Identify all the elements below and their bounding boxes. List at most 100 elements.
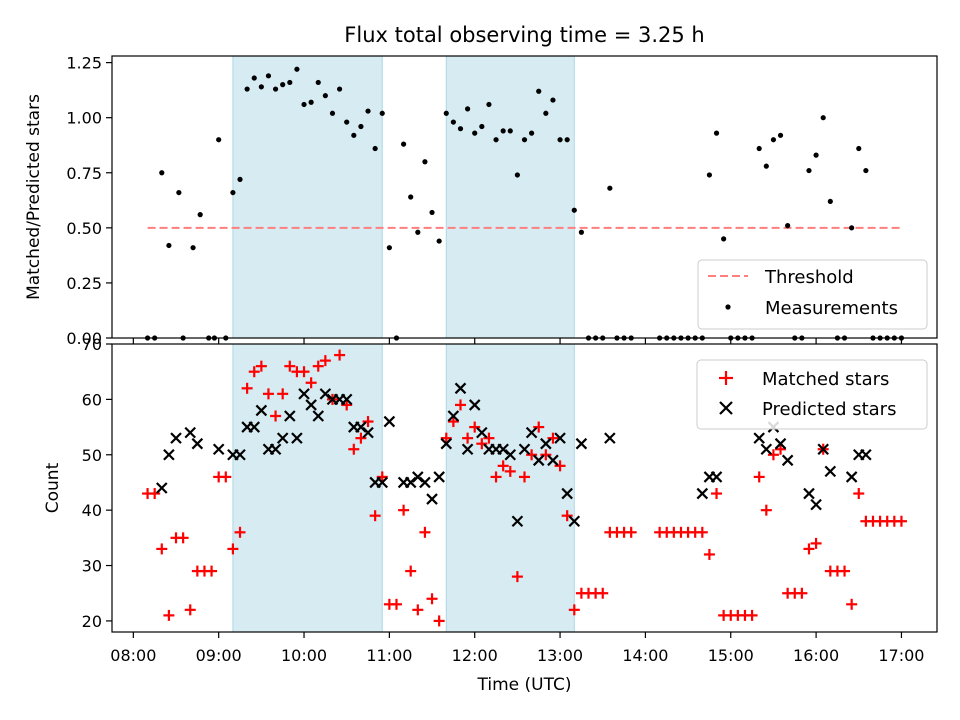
predicted-star-point — [774, 437, 787, 450]
predicted-star-point — [212, 443, 225, 456]
x-tick-label: 15:00 — [708, 646, 754, 665]
observing-window-1 — [232, 343, 383, 633]
predicted-star-point — [540, 437, 552, 450]
matched-star-point — [341, 399, 353, 411]
measurement-point — [436, 238, 442, 244]
matched-star-point — [369, 510, 381, 522]
measurement-point — [216, 137, 222, 143]
measurement-point — [785, 223, 791, 229]
predicted-star-point — [461, 443, 474, 456]
matched-star-point — [319, 355, 331, 367]
measurement-point — [166, 242, 172, 249]
predicted-star-point — [163, 448, 175, 461]
matched-star-point — [234, 526, 246, 538]
measurement-point — [386, 245, 392, 251]
legend-label-measurements: Measurements — [765, 298, 898, 319]
measurement-point — [197, 212, 203, 218]
matched-star-point — [540, 449, 552, 461]
matched-star-point — [405, 565, 417, 577]
plot-frame — [111, 343, 938, 633]
matched-star-point — [853, 488, 865, 500]
measurement-point — [429, 209, 435, 216]
matched-star-point — [490, 471, 502, 483]
matched-star-point — [753, 471, 765, 483]
matched-star-point — [526, 449, 538, 461]
measurement-point — [777, 132, 784, 138]
matched-star-point — [746, 609, 758, 621]
predicted-star-point — [305, 399, 317, 411]
matched-star-point — [262, 388, 274, 400]
measurement-point — [607, 185, 613, 191]
observing-window-2 — [445, 343, 575, 633]
predicted-star-point — [810, 498, 822, 511]
matched-star-point — [270, 410, 282, 422]
x-tick-label: 11:00 — [366, 646, 412, 665]
measurement-point — [550, 97, 556, 103]
matched-star-point — [376, 471, 388, 483]
x-axis-ticks — [132, 338, 903, 344]
predicted-star-point — [376, 476, 389, 489]
predicted-star-point — [440, 437, 453, 450]
matched-star-point — [504, 465, 516, 477]
matched-star-point — [220, 471, 232, 483]
predicted-star-point — [454, 382, 467, 395]
matched-star-point — [348, 443, 360, 455]
matched-star-point — [597, 587, 609, 599]
measurement-point — [265, 73, 272, 79]
matched-star-point — [469, 421, 481, 433]
measurement-point — [322, 93, 328, 99]
matched-star-point — [412, 604, 424, 616]
matched-star-point — [839, 565, 851, 577]
matched-star-point — [163, 609, 175, 621]
measurement-point — [763, 163, 769, 169]
matched-star-point — [711, 488, 723, 500]
y-tick-label: 1.25 — [66, 54, 102, 73]
x-tick-label: 12:00 — [452, 646, 498, 665]
x-tick-label: 17:00 — [878, 646, 924, 665]
predicted-star-point — [518, 443, 531, 456]
bottom-panel: 20 30 40 50 60 70 08:00 09:00 10:00 11:00 12:00 13… — [43, 335, 938, 695]
measurement-point — [863, 167, 869, 174]
predicted-star-point — [568, 515, 581, 528]
legend: Threshold Measurements — [697, 259, 928, 330]
matched-star-point — [390, 598, 402, 610]
y-tick-label: 30 — [82, 557, 102, 576]
y-tick-label: 0.25 — [66, 274, 102, 293]
predicted-star-point — [276, 432, 289, 444]
measurement-point — [301, 101, 307, 108]
measurement-point — [272, 86, 279, 92]
matched-star-point — [625, 526, 637, 538]
matched-star-point — [334, 349, 346, 361]
measurement-point — [493, 137, 499, 143]
measurement-point — [571, 207, 577, 213]
y-tick-label: 70 — [82, 335, 102, 354]
matched-star-point — [177, 532, 189, 544]
measurement-point — [336, 86, 343, 92]
y-tick-label: 50 — [82, 446, 102, 465]
predicted-star-point — [575, 437, 588, 450]
predicted-star-points — [156, 382, 872, 528]
measurement-point — [806, 167, 812, 174]
matched-star-point — [298, 366, 310, 378]
matched-star-point — [462, 432, 474, 444]
y-axis-label: Matched/Predicted stars — [24, 94, 44, 300]
predicted-star-point — [547, 454, 559, 467]
matched-star-point — [846, 598, 858, 610]
y-tick-label: 20 — [82, 612, 102, 631]
matched-star-point — [433, 615, 445, 627]
predicted-star-point — [362, 426, 374, 439]
predicted-star-point — [404, 476, 417, 489]
measurement-point — [258, 84, 264, 90]
matched-star-point — [476, 438, 488, 450]
matched-star-point — [547, 432, 559, 444]
matched-star-point — [760, 504, 772, 516]
predicted-star-point — [234, 448, 246, 461]
matched-star-point — [362, 416, 374, 428]
measurement-point — [287, 79, 293, 86]
matched-star-point — [497, 460, 509, 472]
measurement-point — [713, 130, 720, 136]
matched-star-point — [519, 471, 530, 483]
predicted-star-point — [781, 454, 794, 467]
predicted-star-point — [753, 432, 765, 444]
predicted-star-point — [170, 432, 182, 444]
